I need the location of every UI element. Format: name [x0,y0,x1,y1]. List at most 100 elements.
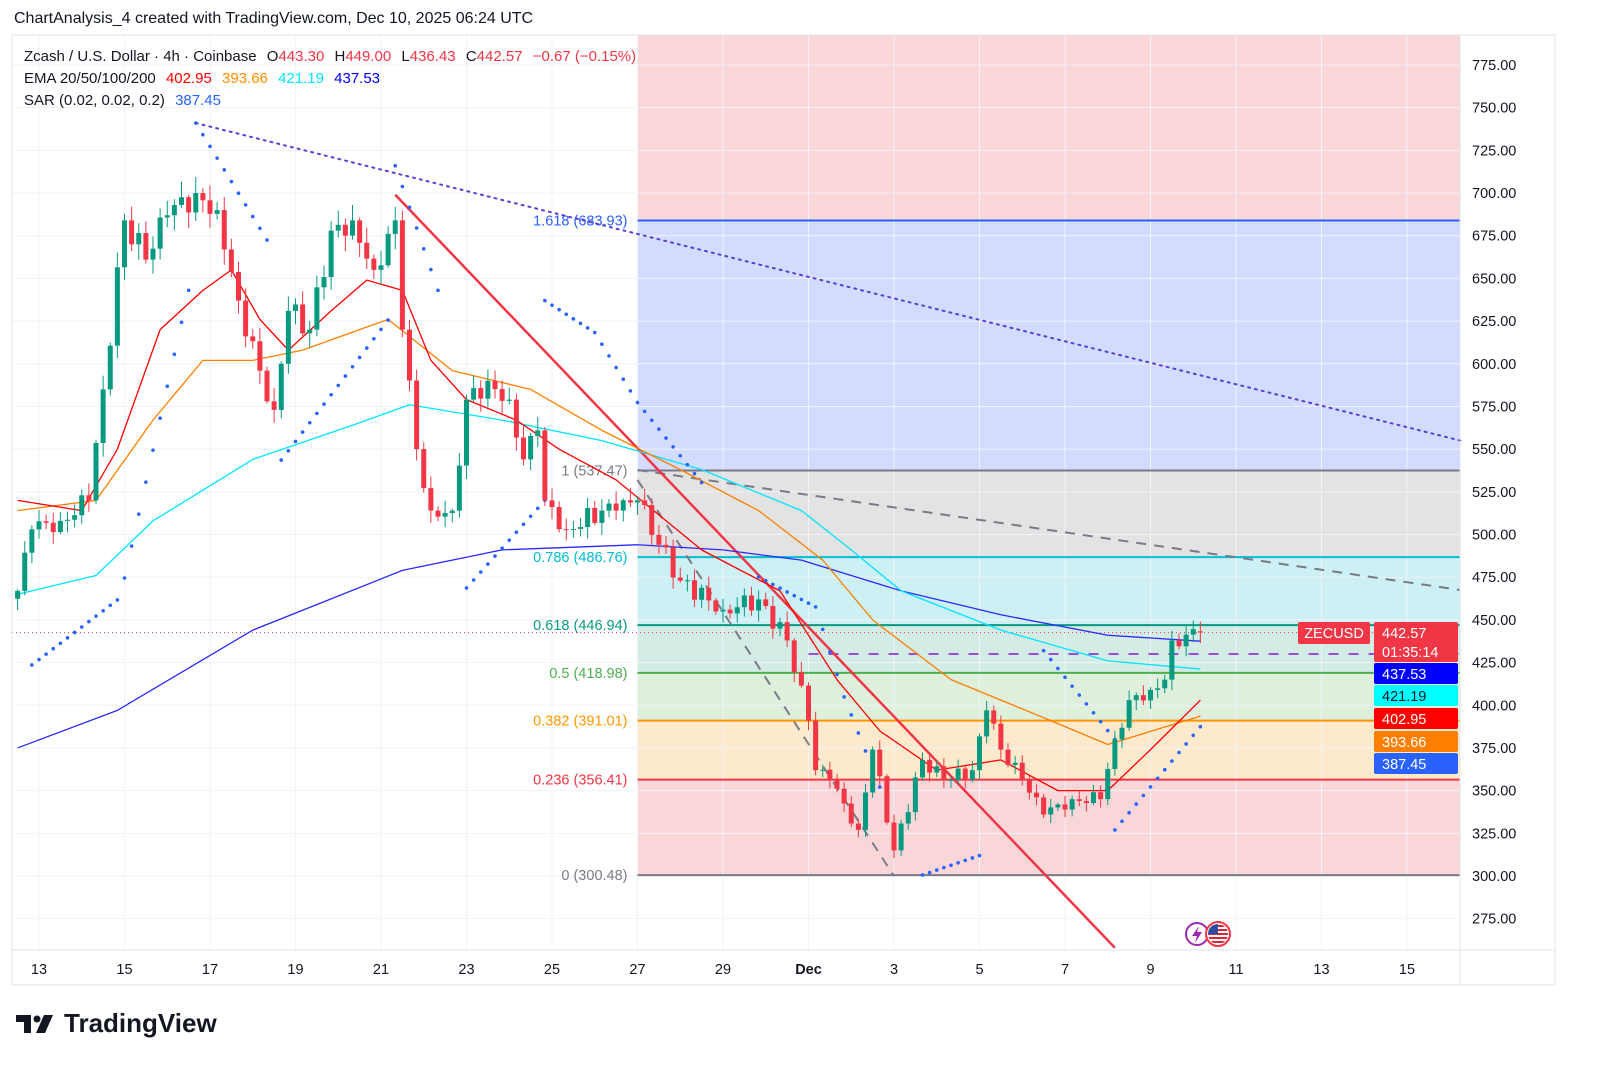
sar-dot [1184,742,1188,746]
sar-dot [51,646,56,651]
fib-zone [637,220,1460,471]
us-flag-icon[interactable] [1205,921,1231,947]
time-tick-label: 17 [202,962,218,978]
price-axis[interactable]: 275.00 300.00 325.00 350.00 375.00 400.00 425.… [1472,58,1516,928]
price-tick-label: 775.00 [1472,58,1516,74]
red-trendline[interactable] [394,193,1116,949]
candle [791,638,797,683]
sar-dot [72,630,77,635]
sar-dot [614,365,618,370]
candle [606,498,612,518]
candle-body [278,363,284,410]
price-tick-label: 325.00 [1472,826,1516,842]
candle [891,814,897,859]
sar-dot [970,856,975,860]
candle-body [955,768,961,780]
candle [670,539,676,589]
sar-dot [1070,684,1074,688]
event-icons[interactable] [1185,921,1231,947]
candle [1148,687,1153,709]
candle-body [884,776,890,823]
sar-dot [856,731,861,735]
candle-body [300,304,306,334]
candle [1140,685,1146,706]
sar-dot [514,530,519,535]
candle [1176,633,1182,650]
candle-body [713,600,719,612]
price-tick-label: 525.00 [1472,485,1516,501]
low-value: 436.43 [409,48,456,65]
symbol-title[interactable]: Zcash / U.S. Dollar · 4h · Coinbase [24,48,257,65]
sar-dot [863,749,868,753]
dashed-trendline-upper[interactable] [637,468,1461,592]
fib-zone [637,779,1460,876]
sar-dot [436,288,440,293]
sar-dot [1127,810,1131,815]
candle-body [228,249,234,272]
price-tick-label: 300.00 [1472,869,1516,885]
candle-body [257,341,263,371]
candle [998,715,1004,759]
sar-dot [628,389,633,393]
candle-body [663,544,669,548]
candle [264,366,270,404]
candle-body [50,522,56,533]
sar-dots [30,121,1203,877]
fib-levels[interactable]: 1.618 (683.93) 1 (537.47) 0.786 (486.76) 0.… [533,213,1460,884]
candle-body [57,520,63,533]
fib-level-label: 0 (300.48) [561,868,627,884]
candle [841,782,847,813]
candle [699,584,705,608]
lightning-icon[interactable] [1185,922,1209,946]
candle-body [150,248,156,260]
dotted-trendline[interactable] [194,122,1462,442]
time-tick-label: 11 [1228,962,1243,978]
sar-dot [849,713,854,717]
candle-body [100,389,106,443]
sar-dot [806,601,811,605]
sar-dot [30,663,34,667]
price-tag-value: 442.57 [1382,626,1426,642]
tradingview-logo[interactable]: TradingView [16,1008,217,1039]
time-axis[interactable]: 13 15 17 19 21 23 25 27 29 Dec 3 5 7 9 11 13 15 [31,962,1415,978]
legend-sar-row[interactable]: SAR (0.02, 0.02, 0.2) 387.45 [24,90,648,112]
dashed-trendline-lower[interactable] [636,479,895,877]
candle-body [806,685,811,721]
candle [57,511,63,535]
time-tick-label: 5 [975,962,983,978]
sar-dot [151,448,155,452]
candle-body [114,267,120,346]
candle [478,380,484,412]
candle [499,380,505,414]
sar-dot [215,156,219,160]
sar-dot [592,330,597,335]
candle [870,746,876,798]
fib-zone [637,672,1460,721]
candle-body [435,510,441,517]
sar-dot [699,480,704,485]
sar-dot [578,321,583,326]
candle-body [749,595,754,611]
sar-dot [1105,728,1110,733]
candle-body [471,388,477,400]
sar-dot [58,641,63,646]
candle-body [136,233,142,245]
sar-dot [229,179,234,184]
ema50-line [17,318,1201,746]
candle [521,425,526,466]
trend-drawings[interactable] [12,122,1462,949]
candle [1041,793,1047,819]
candle-body [635,500,640,503]
sar-dot [1120,819,1124,824]
candle-body [656,534,662,545]
candle [1098,785,1104,808]
candle [1069,795,1075,817]
legend-ema-row[interactable]: EMA 20/50/100/200 402.95 393.66 421.19 4… [24,68,648,90]
candle [22,541,28,596]
sar-dot [65,636,70,640]
candle-body [912,777,918,813]
candle [1190,620,1196,643]
sar-dot [842,695,846,699]
candle-body [521,437,526,460]
